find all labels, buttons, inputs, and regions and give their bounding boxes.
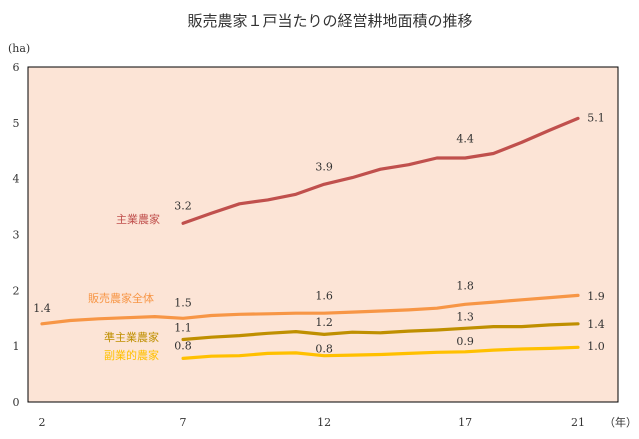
data-label: 1.1	[174, 322, 192, 335]
data-label: 0.8	[174, 339, 192, 352]
data-label: 1.4	[587, 318, 605, 331]
y-axis-unit-label: (ha)	[8, 42, 30, 55]
series-line-0	[181, 116, 580, 225]
y-tick-label: 6	[13, 61, 20, 74]
data-label: 1.8	[456, 280, 474, 293]
x-tick-label: 21	[571, 416, 585, 429]
data-label: 1.5	[174, 296, 192, 309]
series-line-2	[181, 322, 580, 342]
y-tick-label: 1	[13, 340, 20, 353]
data-labels: 3.2 3.9 4.4 5.1 1.4 1.5 1.6 1.8 1.9 1.1 1.2 1.3 1.4 0…	[33, 111, 605, 355]
data-label: 0.9	[456, 335, 474, 348]
y-tick-label: 2	[13, 284, 20, 297]
y-axis: 0 1 2 3 4 5 6	[13, 61, 20, 409]
x-axis-unit-label: （年）	[604, 415, 637, 429]
series-name-label: 主業農家	[116, 212, 160, 226]
plot-area	[27, 66, 619, 403]
x-tick-label: 12	[317, 416, 331, 429]
series-name-label: 準主業農家	[104, 330, 159, 344]
series-name-label: 副業的農家	[104, 348, 159, 362]
series-lines	[40, 116, 580, 360]
series-line-1	[40, 293, 580, 326]
data-label: 1.0	[587, 340, 605, 353]
data-label: 5.1	[587, 111, 605, 124]
series-name-label: 販売農家全体	[88, 291, 154, 305]
chart-title: 販売農家１戸当たりの経営耕地面積の推移	[187, 12, 472, 30]
y-tick-label: 5	[13, 117, 20, 130]
x-tick-label: 17	[458, 416, 472, 429]
y-tick-label: 3	[13, 229, 20, 242]
y-tick-label: 4	[13, 173, 20, 186]
data-label: 1.6	[315, 290, 333, 303]
data-label: 3.9	[315, 160, 333, 173]
x-tick-label: 7	[180, 416, 187, 429]
data-label: 3.2	[174, 199, 192, 212]
data-label: 4.4	[456, 132, 474, 145]
data-label: 0.8	[315, 342, 333, 355]
x-axis: 2 7 12 17 21	[39, 416, 586, 429]
x-tick-label: 2	[39, 416, 46, 429]
series-line-3	[181, 345, 580, 360]
data-label: 1.2	[315, 316, 333, 329]
data-label: 1.3	[456, 310, 474, 323]
data-label: 1.9	[587, 290, 605, 303]
data-label: 1.4	[33, 302, 51, 315]
y-tick-label: 0	[13, 396, 20, 409]
